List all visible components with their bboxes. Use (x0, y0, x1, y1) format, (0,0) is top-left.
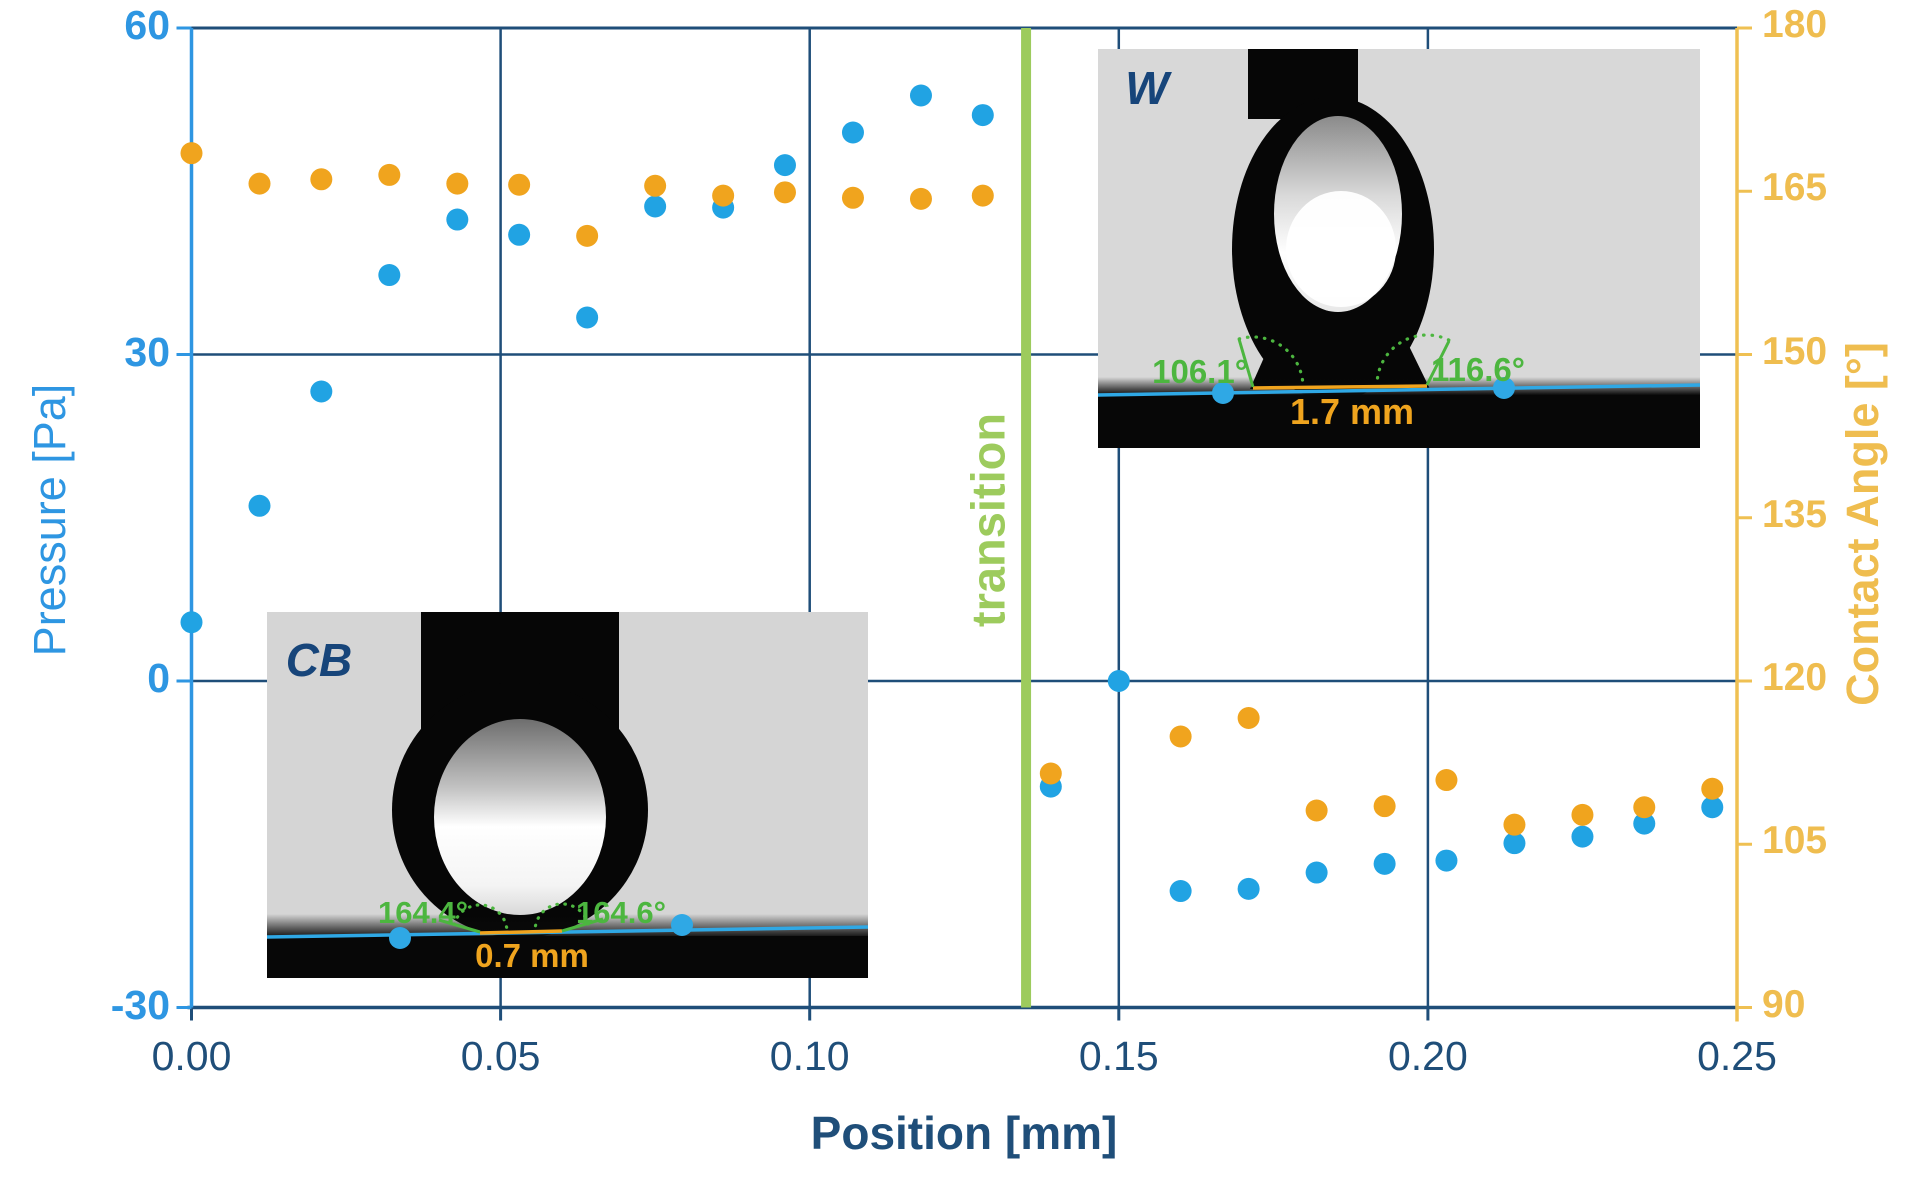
contact-angle-data-point (1435, 769, 1458, 792)
contact-angle-data-point (310, 168, 333, 191)
w-inset-photo: W 106.1° 116.6° 1.7 mm (1098, 49, 1700, 448)
w-left-angle-arc (1237, 335, 1305, 382)
contact-angle-data-point (508, 173, 531, 196)
pressure-data-point (841, 121, 864, 144)
contact-angle-data-point (1633, 796, 1656, 819)
pressure-data-point (644, 195, 667, 218)
pressure-data-point (248, 494, 271, 517)
contact-angle-data-point (1701, 777, 1724, 800)
pressure-data-point (310, 380, 333, 403)
w-left-tangent-line (1237, 338, 1255, 388)
pressure-data-point (1633, 812, 1656, 835)
pressure-data-point (1503, 832, 1526, 855)
cb-right-angle-arc (533, 902, 590, 928)
pressure-data-point (971, 104, 994, 127)
contact-angle-data-point (446, 172, 469, 195)
pressure-data-point (378, 264, 401, 287)
cb-right-tangent-line (561, 917, 604, 933)
pressure-data-point (1305, 861, 1328, 884)
contact-angle-data-point (644, 174, 667, 197)
contact-angle-data-point (773, 181, 796, 204)
pressure-data-point (1435, 849, 1458, 872)
contact-angle-data-point (1373, 795, 1396, 818)
contact-angle-data-point (576, 224, 599, 247)
w-baseline (1098, 383, 1700, 397)
pressure-data-point (1237, 877, 1260, 900)
pressure-data-point (1701, 796, 1724, 819)
pressure-data-point (1107, 670, 1130, 692)
contact-angle-data-point (971, 184, 994, 207)
pressure-data-point (1169, 880, 1192, 903)
contact-angle-data-point (1237, 707, 1260, 730)
w-left-track-dot (1212, 382, 1234, 404)
pressure-data-point (576, 306, 599, 329)
cb-right-track-dot (671, 914, 693, 936)
cb-substrate (267, 936, 868, 978)
cb-inset-photo: CB 164.4° 164.6° 0.7 mm (267, 612, 868, 978)
w-right-tangent-line (1425, 340, 1451, 386)
cb-baseline (267, 925, 868, 939)
contact-angle-data-point (1571, 803, 1594, 826)
w-contact-width-line (1252, 384, 1428, 390)
contact-angle-data-point (180, 142, 203, 165)
w-right-track-dot (1493, 377, 1515, 399)
pressure-data-point (446, 208, 469, 231)
contact-angle-data-point (378, 163, 401, 186)
pressure-data-point (180, 611, 203, 634)
contact-angle-data-point (1169, 725, 1192, 748)
cb-contact-width-line (479, 929, 563, 935)
w-droplet-image (1098, 49, 1700, 448)
contact-angle-data-point (248, 172, 271, 195)
contact-angle-data-point (841, 186, 864, 209)
pressure-data-point (508, 223, 531, 246)
contact-angle-data-point (909, 187, 932, 210)
pressure-data-point (1571, 825, 1594, 848)
pressure-data-point (773, 154, 796, 177)
cb-left-track-dot (389, 927, 411, 949)
contact-angle-data-point (1503, 813, 1526, 836)
pressure-data-point (1373, 852, 1396, 875)
contact-angle-data-point (712, 184, 735, 207)
cb-droplet-reflection (434, 719, 606, 915)
cb-left-angle-arc (452, 903, 509, 929)
contact-angle-data-point (1305, 799, 1328, 822)
cb-left-tangent-line (438, 918, 481, 934)
w-substrate (1098, 395, 1700, 448)
cb-droplet-image (267, 612, 868, 978)
w-droplet-highlight (1286, 191, 1396, 307)
contact-angle-data-point (1039, 762, 1062, 785)
pressure-data-point (909, 84, 932, 107)
